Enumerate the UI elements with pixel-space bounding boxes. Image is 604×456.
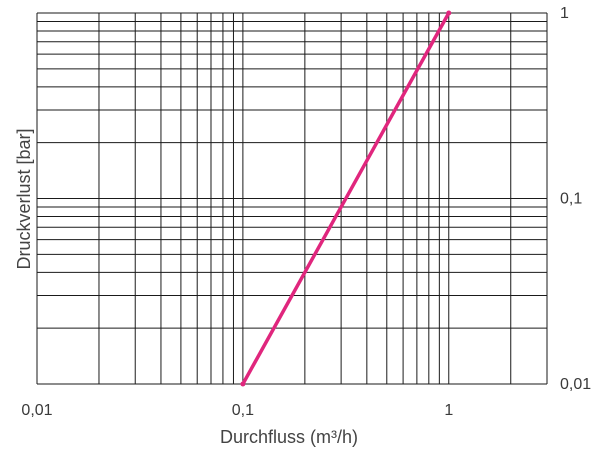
y-axis-label: Druckverlust [bar] xyxy=(14,128,34,269)
series-point xyxy=(240,381,246,387)
x-tick-label: 0,01 xyxy=(21,402,52,419)
y-tick-label: 0,1 xyxy=(560,191,582,208)
y-tick-label: 1 xyxy=(560,5,569,22)
grid xyxy=(36,12,548,385)
x-tick-label: 0,1 xyxy=(232,402,254,419)
x-axis-label: Durchfluss (m³/h) xyxy=(220,427,358,447)
series-line xyxy=(241,11,451,386)
tick-labels: 0,01 0,1 1 1 0,1 0,01 xyxy=(21,5,591,419)
series-layer xyxy=(240,10,452,387)
series-point xyxy=(446,10,452,16)
y-tick-label: 0,01 xyxy=(560,376,591,393)
x-tick-label: 1 xyxy=(444,402,453,419)
